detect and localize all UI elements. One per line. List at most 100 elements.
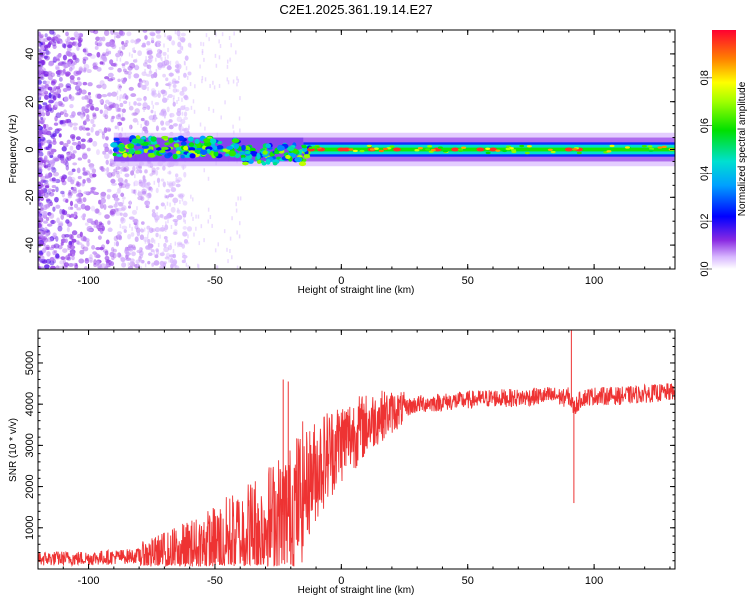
noise-cell [38,166,43,173]
spectrogram-cells [38,30,675,269]
noise-cell [105,171,109,176]
noise-cell [155,81,159,87]
noise-cell [128,216,135,220]
noise-cell [200,41,202,46]
signal-peak [564,147,573,152]
noise-cell [103,109,109,116]
noise-cell [153,251,155,256]
noise-cell [174,201,176,206]
noise-cell [117,67,122,73]
noise-cell [155,30,161,34]
noise-cell [48,92,52,99]
noise-cell [126,70,133,76]
noise-cell [148,227,154,234]
signal-blob [141,136,146,140]
x-tick-label: -50 [207,575,223,587]
signal-blob [389,145,395,148]
noise-cell [38,119,41,125]
signal-blob [147,152,156,158]
noise-cell [146,184,148,189]
noise-cell [208,106,210,111]
colorbar-tick-label: 0.2 [699,214,711,229]
noise-cell [135,58,138,63]
noise-cell [43,155,48,161]
noise-cell [43,220,48,224]
signal-blob [224,153,230,157]
noise-cell [56,73,61,77]
noise-cell [107,78,114,82]
noise-cell [184,55,189,61]
noise-cell [181,38,186,43]
noise-cell [129,62,136,69]
noise-cell [207,207,210,212]
noise-cell [176,116,183,123]
noise-cell [115,34,121,39]
signal-blob [369,148,375,151]
noise-cell [120,53,123,58]
signal-blob [110,142,118,148]
noise-cell [120,192,125,198]
noise-cell [89,54,96,59]
noise-cell [172,123,178,127]
noise-cell [154,90,157,95]
signal-blob [203,138,211,143]
noise-cell [132,165,136,172]
noise-cell [136,64,138,69]
noise-cell [121,207,126,212]
noise-cell [119,87,122,92]
noise-cell [174,68,180,73]
noise-cell [183,73,185,78]
noise-cell [83,63,90,70]
noise-cell [153,260,160,266]
noise-cell [142,62,148,67]
noise-cell [113,241,116,246]
noise-cell [151,209,156,213]
noise-cell [190,105,193,110]
noise-cell [96,93,102,99]
noise-cell [39,38,46,43]
noise-cell [162,165,166,171]
noise-cell [99,61,104,65]
noise-cell [185,66,188,71]
signal-blob [116,153,123,157]
noise-cell [182,165,185,170]
noise-cell [228,35,231,40]
noise-cell [94,45,99,50]
noise-cell [183,105,186,110]
noise-cell [60,256,66,261]
noise-cell [165,188,171,193]
noise-cell [176,30,181,37]
noise-cell [90,106,95,111]
noise-cell [47,143,53,148]
noise-cell [58,265,65,269]
noise-cell [175,183,181,188]
noise-cell [86,228,93,232]
x-tick-label: -100 [78,575,100,587]
colorbar-gradient [712,30,736,269]
noise-cell [51,86,56,92]
noise-cell [108,150,113,155]
noise-cell [160,127,167,131]
noise-cell [155,125,159,132]
noise-cell [41,236,48,241]
noise-cell [49,165,54,170]
noise-cell [211,223,213,228]
noise-cell [75,85,81,91]
noise-cell [38,236,42,240]
noise-cell [46,159,50,163]
noise-cell [82,217,86,221]
noise-cell [141,188,146,195]
noise-cell [38,202,44,208]
signal-blob [425,148,431,151]
noise-cell [116,90,119,95]
noise-cell [197,263,199,268]
noise-cell [38,266,41,269]
noise-cell [119,97,121,102]
noise-cell [50,80,56,86]
noise-cell [80,244,85,250]
noise-cell [172,197,179,204]
y-tick-label: 5000 [24,351,36,375]
noise-cell [53,250,58,254]
snr-series [38,330,675,568]
noise-cell [76,207,82,211]
